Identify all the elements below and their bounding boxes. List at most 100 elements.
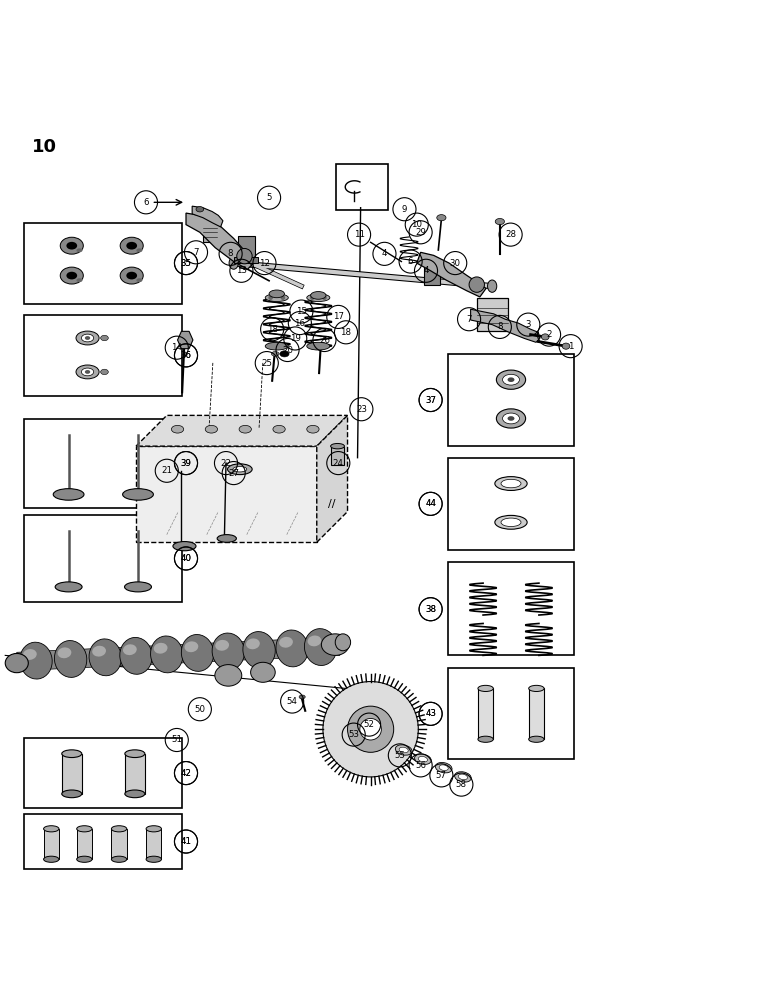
Ellipse shape [20,642,52,679]
Text: 58: 58 [456,780,467,789]
Bar [239,236,256,263]
Bar [25,315,182,396]
Ellipse shape [435,762,452,773]
Text: //: // [328,499,336,509]
Polygon shape [471,309,540,342]
Text: 4: 4 [423,266,428,275]
Ellipse shape [60,237,83,254]
Ellipse shape [76,278,83,282]
Bar [448,458,574,550]
Circle shape [323,682,418,777]
Ellipse shape [310,292,326,299]
Text: 51: 51 [171,735,182,744]
Ellipse shape [5,653,29,673]
Text: 35: 35 [181,259,191,268]
Bar [146,829,161,859]
Ellipse shape [81,334,93,342]
Bar [43,829,59,859]
Ellipse shape [335,634,350,651]
Text: 16: 16 [294,319,306,328]
Ellipse shape [89,639,121,676]
Text: 38: 38 [425,605,436,614]
Ellipse shape [120,237,144,254]
Polygon shape [136,415,347,446]
Ellipse shape [120,267,144,284]
Ellipse shape [395,745,412,755]
Ellipse shape [100,335,108,341]
Ellipse shape [62,790,82,798]
Ellipse shape [85,336,90,340]
Ellipse shape [173,542,196,551]
Ellipse shape [228,464,252,475]
Text: 10: 10 [411,220,422,229]
Ellipse shape [196,207,204,212]
Bar [425,263,440,285]
Polygon shape [186,213,256,269]
Text: 7: 7 [466,315,472,324]
Bar [76,829,92,859]
Text: 40: 40 [181,554,191,563]
Ellipse shape [151,636,183,673]
Text: 1: 1 [568,342,574,351]
Ellipse shape [215,640,229,651]
Ellipse shape [124,582,151,592]
Ellipse shape [495,218,504,225]
Ellipse shape [92,646,106,657]
Ellipse shape [266,342,288,350]
Bar [478,688,493,739]
Ellipse shape [146,856,161,862]
Ellipse shape [279,637,293,648]
Ellipse shape [304,629,337,665]
Ellipse shape [251,662,276,682]
Ellipse shape [279,351,289,357]
Text: 37: 37 [425,396,436,405]
Ellipse shape [507,416,514,421]
Text: 7: 7 [193,248,198,257]
Ellipse shape [125,750,145,758]
Text: 41: 41 [181,837,191,846]
Ellipse shape [233,467,247,472]
Ellipse shape [562,343,570,349]
Text: 25: 25 [261,359,273,368]
Ellipse shape [215,665,242,686]
Ellipse shape [76,365,99,379]
Text: 42: 42 [181,769,191,778]
Ellipse shape [127,272,137,279]
Text: 23: 23 [356,405,367,414]
Ellipse shape [43,826,59,832]
Ellipse shape [503,413,520,424]
Ellipse shape [76,248,83,252]
Text: 41: 41 [181,837,191,846]
Text: 6: 6 [408,257,413,266]
Ellipse shape [125,790,145,798]
Ellipse shape [154,643,168,654]
Bar [448,562,574,655]
Ellipse shape [53,489,84,500]
Ellipse shape [23,649,37,660]
Polygon shape [317,415,347,542]
Bar [111,829,127,859]
Text: 38: 38 [425,605,436,614]
Text: 43: 43 [425,709,436,718]
Ellipse shape [185,641,198,652]
Ellipse shape [55,582,82,592]
Ellipse shape [455,772,471,782]
Ellipse shape [54,641,86,677]
Ellipse shape [212,633,245,670]
Text: 9: 9 [401,205,407,214]
Polygon shape [192,206,223,227]
Bar [477,298,507,331]
Ellipse shape [399,747,408,753]
Text: 20: 20 [282,346,293,355]
Ellipse shape [76,331,99,345]
Ellipse shape [321,634,349,655]
Ellipse shape [529,685,544,692]
Ellipse shape [66,272,77,279]
Text: 27: 27 [229,469,239,478]
Ellipse shape [269,290,284,298]
Text: 22: 22 [221,459,232,468]
Bar [448,668,574,759]
Text: 18: 18 [340,328,351,337]
Text: 17: 17 [333,312,344,321]
Circle shape [347,706,394,752]
